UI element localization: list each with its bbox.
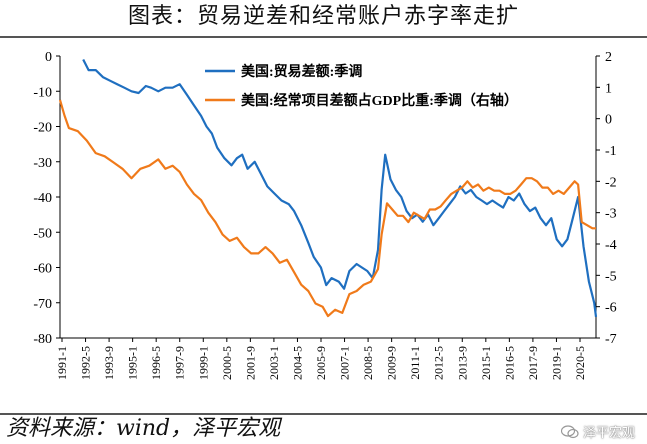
x-tick-label: 2016-5 <box>502 346 516 380</box>
y-left-tick-label: -20 <box>33 121 52 136</box>
legend-label: 美国:经常项目差额占GDP比重:季调（右轴） <box>241 92 518 109</box>
x-tick-label: 1995-1 <box>126 346 140 380</box>
x-tick-label: 2009-9 <box>385 346 399 380</box>
x-tick-label: 1993-9 <box>102 346 116 380</box>
y-right-tick-label: 2 <box>605 50 612 65</box>
x-tick-label: 2000-5 <box>220 346 234 380</box>
x-tick-label: 2001-9 <box>243 346 257 380</box>
title-divider <box>0 36 647 38</box>
x-tick-label: 1996-5 <box>149 346 163 380</box>
y-left-tick-label: -70 <box>33 297 52 312</box>
x-tick-label: 2020-5 <box>573 346 587 380</box>
watermark: 泽平宏观 <box>560 422 635 441</box>
x-tick-label: 2015-1 <box>479 346 493 380</box>
x-tick-label: 1999-1 <box>196 346 210 380</box>
x-tick-label: 2005-9 <box>314 346 328 380</box>
page-title: 图表：贸易逆差和经常账户赤字率走扩 <box>127 4 519 29</box>
y-left-tick-label: -50 <box>33 226 52 241</box>
x-tick-label: 2007-1 <box>338 346 352 380</box>
x-tick-label: 1991-1 <box>55 346 69 380</box>
y-right-tick-label: -4 <box>605 238 617 253</box>
x-tick-label: 2019-1 <box>549 346 563 380</box>
y-left-tick-label: -10 <box>33 85 52 100</box>
y-left-tick-label: -80 <box>33 332 52 347</box>
trade-balance-line <box>82 59 598 318</box>
x-tick-label: 1997-9 <box>173 346 187 380</box>
x-tick-label: 2008-5 <box>361 346 375 380</box>
x-tick-label: 1992-5 <box>79 346 93 380</box>
current-account-line <box>58 99 596 318</box>
y-right-tick-label: 1 <box>605 81 612 96</box>
trade-balance-chart: 0 -10 -20 -30 -40 -50 -60 -70 -80 2 1 0 -1 -2 -3 -4 -5 -… <box>33 50 617 380</box>
y-right-tick-label: 0 <box>605 113 612 128</box>
y-right-tick-label: -1 <box>605 144 617 159</box>
x-tick-label: 2003-1 <box>267 346 281 380</box>
x-tick-label: 2017-9 <box>526 346 540 380</box>
y-right-tick-label: -6 <box>605 301 617 316</box>
legend-label: 美国:贸易差额:季调 <box>241 63 362 80</box>
y-right-tick-label: -7 <box>605 332 617 347</box>
source-note: 资料来源：wind，泽平宏观 <box>6 416 281 441</box>
x-tick-label: 2013-9 <box>455 346 469 380</box>
y-left-tick-label: 0 <box>45 50 52 65</box>
x-tick-label: 2012-5 <box>432 346 446 380</box>
y-left-tick-label: -40 <box>33 191 52 206</box>
wechat-icon <box>560 424 579 438</box>
watermark-text: 泽平宏观 <box>582 426 635 441</box>
footer-divider <box>0 413 647 415</box>
y-right-tick-label: -3 <box>605 207 617 222</box>
y-left-tick-label: -60 <box>33 262 52 277</box>
y-right-tick-label: -2 <box>605 175 617 190</box>
y-right-tick-label: -5 <box>605 269 617 284</box>
x-tick-label: 2004-5 <box>290 346 304 380</box>
x-tick-label: 2011-1 <box>408 346 422 380</box>
y-left-tick-label: -30 <box>33 156 52 171</box>
